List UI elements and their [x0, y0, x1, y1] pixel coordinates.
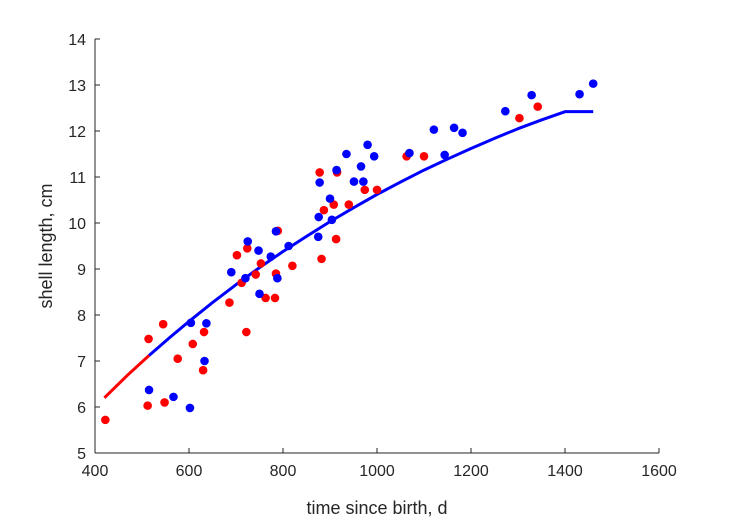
- data-point-series2-35: [575, 89, 584, 99]
- y-axis-title: shell length, cm: [36, 183, 56, 308]
- data-point-series2-18: [315, 178, 324, 187]
- x-tick-label: 400: [82, 463, 109, 480]
- x-tick-label: 1200: [453, 463, 489, 480]
- data-point-series1-32: [419, 152, 429, 161]
- data-point-series2-33: [501, 106, 510, 116]
- data-point-series1-10: [225, 298, 234, 307]
- data-point-series1-18: [270, 293, 280, 303]
- data-point-series2-29: [429, 125, 439, 134]
- data-point-series2-8: [241, 273, 250, 283]
- data-point-series2-31: [449, 123, 459, 133]
- x-tick-label: 1400: [547, 463, 583, 480]
- data-point-series1-4: [160, 398, 169, 407]
- data-point-series1-3: [144, 334, 153, 344]
- data-point-series2-36: [588, 79, 598, 88]
- data-point-series2-23: [349, 177, 359, 186]
- data-point-series2-2: [169, 392, 178, 402]
- fit-curve-2: [148, 110, 594, 357]
- data-point-series1-23: [317, 254, 326, 264]
- x-tick-label: 800: [270, 463, 297, 480]
- data-point-series1-7: [188, 339, 198, 349]
- data-point-series1-2: [143, 401, 152, 410]
- data-point-series2-20: [327, 215, 337, 225]
- data-point-series1-1: [101, 415, 110, 425]
- y-tick-label: 11: [69, 170, 86, 187]
- data-point-series2-6: [202, 318, 211, 328]
- data-point-series2-7: [227, 267, 236, 277]
- data-point-series2-11: [255, 289, 264, 299]
- data-point-series2-24: [356, 162, 366, 171]
- y-tick-label: 5: [77, 446, 86, 463]
- data-point-series1-8: [198, 365, 208, 375]
- data-point-series2-21: [332, 165, 341, 175]
- data-point-series1-13: [242, 327, 251, 337]
- data-point-series2-1: [144, 385, 154, 395]
- axes: 400 600 800 1000 1200 1400 1600 5 6 7 8 9 10 11 12 13 14: [68, 32, 677, 480]
- data-point-series1-26: [331, 234, 341, 244]
- y-tick-label: 10: [68, 216, 86, 233]
- x-tick-label: 1600: [641, 463, 677, 480]
- data-point-series2-26: [363, 140, 372, 150]
- data-point-series1-24: [319, 205, 329, 215]
- data-point-series1-15: [251, 270, 261, 279]
- data-point-series2-30: [440, 150, 449, 160]
- data-point-series2-13: [271, 226, 281, 236]
- data-point-series2-3: [185, 403, 195, 413]
- data-point-series1-22: [315, 168, 324, 177]
- data-point-series1-6: [173, 354, 183, 364]
- data-point-series1-11: [232, 250, 242, 260]
- fit-curve-1: [103, 354, 151, 399]
- data-point-series2-27: [369, 152, 379, 161]
- data-point-series2-12: [266, 252, 276, 261]
- x-tick-label: 600: [176, 463, 203, 480]
- data-point-series2-28: [405, 148, 414, 158]
- data-point-series2-17: [314, 212, 324, 222]
- data-point-series2-34: [527, 90, 536, 100]
- y-tick-label: 8: [77, 308, 86, 325]
- x-axis-title: time since birth, d: [306, 498, 447, 518]
- data-point-series1-17: [261, 293, 270, 303]
- data-point-series2-4: [186, 318, 196, 328]
- data-point-series1-5: [158, 319, 168, 329]
- data-point-series2-32: [458, 128, 467, 138]
- data-point-series2-16: [313, 232, 323, 242]
- data-point-series2-25: [359, 177, 368, 186]
- data-point-series2-10: [254, 246, 263, 255]
- y-tick-label: 13: [68, 78, 86, 95]
- data-point-series2-15: [284, 241, 293, 251]
- data-point-series1-33: [515, 113, 524, 123]
- data-point-series1-30: [372, 185, 382, 195]
- data-point-series1-9: [199, 327, 209, 337]
- plot-area: [101, 79, 598, 425]
- data-point-series2-19: [325, 194, 335, 203]
- y-tick-label: 12: [68, 124, 86, 141]
- y-tick-label: 7: [77, 354, 86, 371]
- data-point-series2-14: [273, 273, 282, 283]
- y-tick-label: 14: [68, 32, 86, 49]
- data-point-series1-14: [242, 244, 252, 253]
- data-point-series2-22: [342, 149, 351, 159]
- y-tick-label: 6: [77, 400, 86, 417]
- x-tick-label: 1000: [359, 463, 395, 480]
- data-point-series2-5: [200, 356, 209, 366]
- data-point-series1-28: [344, 200, 354, 209]
- data-point-series1-34: [533, 102, 543, 111]
- data-point-series1-21: [288, 261, 297, 271]
- data-point-series1-29: [360, 185, 370, 195]
- data-point-series1-16: [256, 259, 266, 268]
- data-point-series2-9: [243, 237, 253, 246]
- y-tick-label: 9: [77, 262, 86, 279]
